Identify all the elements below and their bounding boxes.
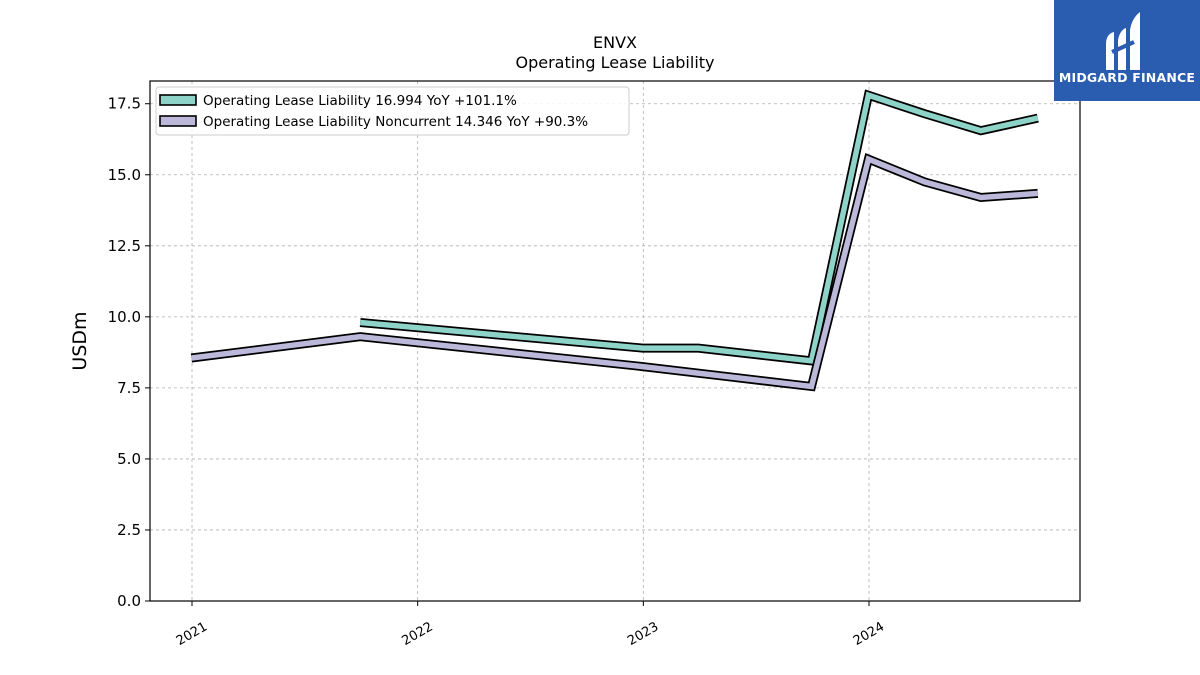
legend-swatch: [159, 94, 197, 106]
series-lines: [190, 89, 1039, 392]
legend-swatch: [159, 115, 197, 127]
y-tick-label: 10.0: [108, 308, 141, 326]
brand-name: MIDGARD FINANCE: [1058, 70, 1196, 85]
y-tick-label: 15.0: [108, 166, 141, 184]
y-axis-label: USDm: [69, 311, 91, 370]
y-tick-label: 2.5: [117, 521, 141, 539]
y-tick-label: 5.0: [117, 450, 141, 468]
brand-mark-icon: [1106, 12, 1140, 70]
y-tick-label: 17.5: [108, 95, 141, 113]
y-tick-label: 12.5: [108, 237, 141, 255]
y-tick-label: 0.0: [117, 592, 141, 610]
legend-label: Operating Lease Liability 16.994 YoY +10…: [203, 93, 517, 109]
y-tick-label: 7.5: [117, 379, 141, 397]
series-outline-2: [190, 152, 1039, 392]
chart-subtitle: Operating Lease Liability: [515, 53, 714, 72]
series-line-2: [191, 155, 1038, 390]
brand-logo: MIDGARD FINANCE: [1054, 0, 1200, 101]
chart-title: ENVX: [593, 33, 637, 52]
plot-frame: [149, 80, 1081, 602]
legend: Operating Lease Liability 16.994 YoY +10…: [155, 86, 630, 136]
grid: [150, 81, 1080, 602]
x-tick-label: 2024: [851, 619, 887, 649]
series-line-1: [359, 91, 1039, 364]
axes: 0.0 2.5 5.0 7.5 10.0 12.5 15.0 17.5 2021 2022 2023…: [108, 95, 887, 649]
x-tick-label: 2023: [625, 619, 661, 649]
x-tick-label: 2021: [174, 619, 210, 649]
legend-label: Operating Lease Liability Noncurrent 14.…: [203, 114, 588, 130]
x-tick-label: 2022: [400, 619, 436, 649]
legend-box: [155, 86, 630, 136]
